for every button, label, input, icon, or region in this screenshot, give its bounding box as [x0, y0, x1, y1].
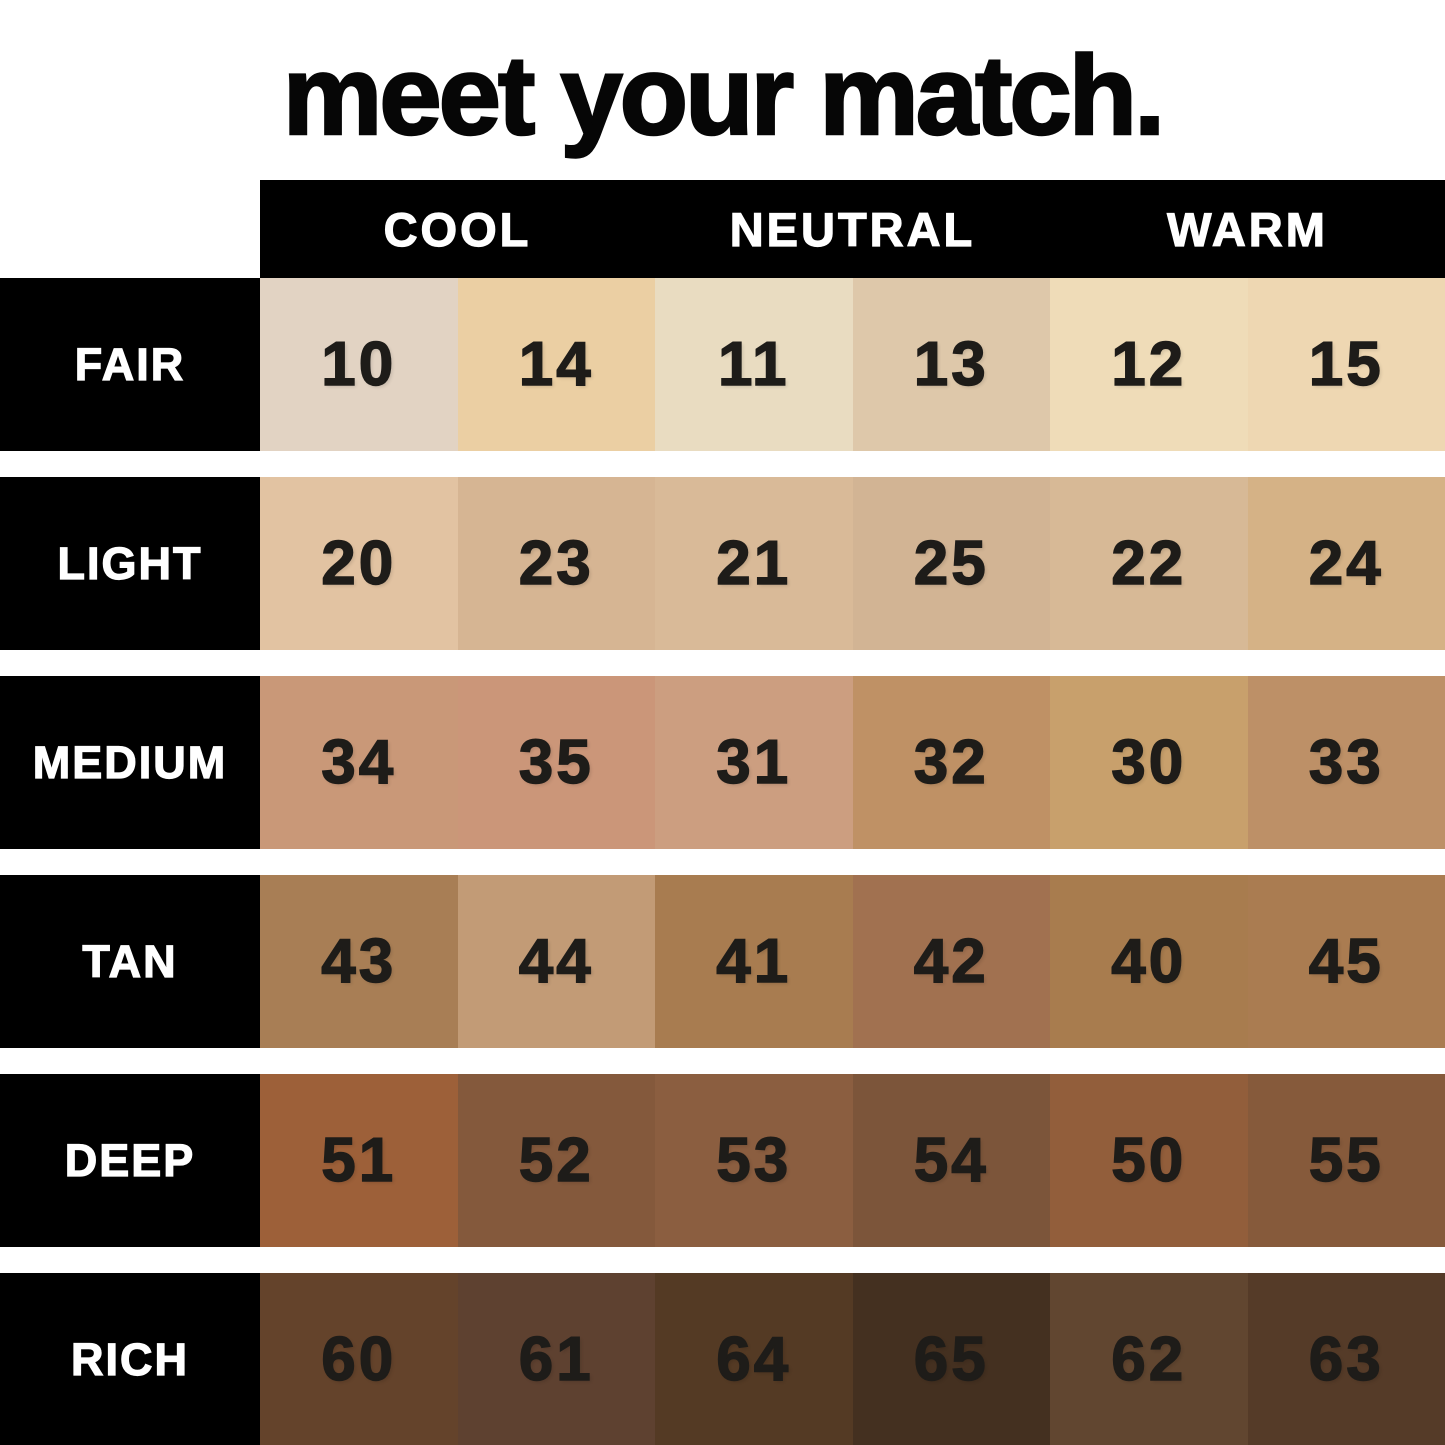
shade-swatch-65: 65	[852, 1273, 1050, 1445]
shade-swatch-14: 14	[457, 278, 655, 451]
header-cell-warm: WARM	[1166, 202, 1328, 256]
shade-swatch-44: 44	[457, 875, 655, 1048]
shade-swatch-45: 45	[1247, 875, 1445, 1048]
shade-swatch-61: 61	[457, 1273, 655, 1445]
shade-number: 51	[321, 1125, 397, 1195]
shade-number: 33	[1308, 727, 1384, 797]
shade-swatch-60: 60	[260, 1273, 458, 1445]
shade-number: 54	[913, 1125, 989, 1195]
shade-swatch-21: 21	[655, 477, 853, 650]
page-title: meet your match.	[282, 31, 1167, 159]
shade-swatch-30: 30	[1050, 676, 1248, 849]
shade-swatch-63: 63	[1247, 1273, 1445, 1445]
shade-number: 65	[913, 1324, 989, 1394]
shade-number: 24	[1308, 528, 1384, 598]
shade-swatch-13: 13	[852, 278, 1050, 451]
shade-row-medium: MEDIUM 34 35 31 32 30 33	[0, 676, 1445, 849]
shade-number: 43	[321, 926, 397, 996]
shade-number: 53	[716, 1125, 792, 1195]
row-label-medium: MEDIUM	[0, 676, 260, 849]
shade-number: 30	[1111, 727, 1187, 797]
shade-number: 35	[518, 727, 594, 797]
shade-number: 52	[518, 1125, 594, 1195]
shade-number: 50	[1111, 1125, 1187, 1195]
shade-swatch-64: 64	[655, 1273, 853, 1445]
shade-number: 21	[716, 528, 792, 598]
shade-swatch-10: 10	[260, 278, 458, 451]
shade-swatch-53: 53	[655, 1074, 853, 1247]
shade-swatch-52: 52	[457, 1074, 655, 1247]
row-label-fair: FAIR	[0, 278, 260, 451]
shade-swatch-11: 11	[655, 278, 853, 451]
shade-swatch-62: 62	[1050, 1273, 1248, 1445]
shade-number: 25	[913, 528, 989, 598]
shade-swatch-32: 32	[852, 676, 1050, 849]
shade-row-rich: RICH 60 61 64 65 62 63	[0, 1273, 1445, 1445]
shade-swatch-24: 24	[1247, 477, 1445, 650]
shade-number: 12	[1111, 329, 1187, 399]
shade-number: 10	[321, 329, 397, 399]
header-cell-neutral: NEUTRAL	[729, 202, 976, 256]
shade-number: 55	[1308, 1125, 1384, 1195]
row-label-tan: TAN	[0, 875, 260, 1048]
shade-number: 63	[1308, 1324, 1384, 1394]
undertone-header-band: COOL NEUTRAL WARM	[260, 180, 1445, 278]
shade-row-tan: TAN 43 44 41 42 40 45	[0, 875, 1445, 1048]
row-label-deep: DEEP	[0, 1074, 260, 1247]
shade-swatch-23: 23	[457, 477, 655, 650]
header-cell-cool: COOL	[383, 202, 532, 256]
shade-row-deep: DEEP 51 52 53 54 50 55	[0, 1074, 1445, 1247]
shade-number: 34	[321, 727, 397, 797]
shade-number: 14	[518, 329, 594, 399]
shade-number: 32	[913, 727, 989, 797]
row-label-rich: RICH	[0, 1273, 260, 1445]
row-label-light: LIGHT	[0, 477, 260, 650]
shade-swatch-22: 22	[1050, 477, 1248, 650]
shade-swatch-55: 55	[1247, 1074, 1445, 1247]
shade-number: 41	[716, 926, 792, 996]
shade-number: 62	[1111, 1324, 1187, 1394]
shade-swatch-25: 25	[852, 477, 1050, 650]
shade-swatch-15: 15	[1247, 278, 1445, 451]
shade-swatch-41: 41	[655, 875, 853, 1048]
shade-row-light: LIGHT 20 23 21 25 22 24	[0, 477, 1445, 650]
shade-number: 13	[913, 329, 989, 399]
shade-number: 45	[1308, 926, 1384, 996]
shade-number: 11	[717, 329, 790, 399]
shade-swatch-31: 31	[655, 676, 853, 849]
shade-swatch-12: 12	[1050, 278, 1248, 451]
shade-swatch-40: 40	[1050, 875, 1248, 1048]
shade-number: 20	[321, 528, 397, 598]
shade-number: 64	[716, 1324, 792, 1394]
shade-number: 23	[518, 528, 594, 598]
shade-number: 42	[913, 926, 989, 996]
shade-swatch-42: 42	[852, 875, 1050, 1048]
shade-swatch-35: 35	[457, 676, 655, 849]
shade-number: 44	[518, 926, 594, 996]
shade-swatch-51: 51	[260, 1074, 458, 1247]
shade-number: 40	[1111, 926, 1187, 996]
shade-number: 31	[716, 727, 792, 797]
shade-number: 22	[1111, 528, 1187, 598]
shade-swatch-20: 20	[260, 477, 458, 650]
shade-swatch-54: 54	[852, 1074, 1050, 1247]
shade-row-fair: FAIR 10 14 11 13 12 15	[0, 278, 1445, 451]
shade-number: 60	[321, 1324, 397, 1394]
shade-swatch-34: 34	[260, 676, 458, 849]
shade-swatch-33: 33	[1247, 676, 1445, 849]
shade-grid: FAIR 10 14 11 13 12 15 LIGHT 20 23 21 25 22 24 MEDIUM 3…	[0, 278, 1445, 1445]
shade-number: 15	[1308, 329, 1384, 399]
shade-swatch-43: 43	[260, 875, 458, 1048]
shade-swatch-50: 50	[1050, 1074, 1248, 1247]
shade-number: 61	[518, 1324, 594, 1394]
